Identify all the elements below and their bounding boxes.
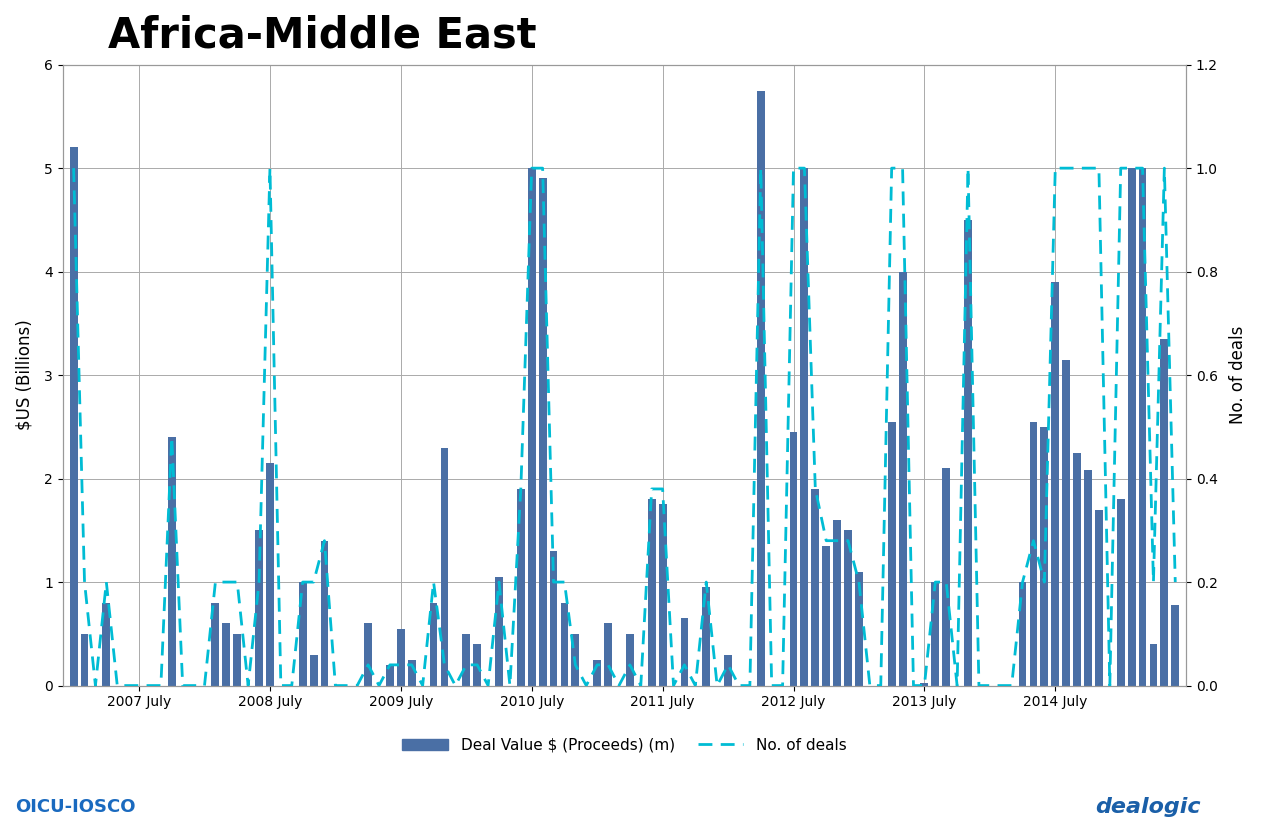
Text: Africa-Middle East: Africa-Middle East xyxy=(107,15,536,57)
Bar xyxy=(69,148,77,686)
Bar xyxy=(222,624,230,686)
Bar xyxy=(833,520,840,686)
Bar xyxy=(1063,360,1070,686)
Bar xyxy=(1161,339,1169,686)
Bar xyxy=(1073,453,1082,686)
Bar xyxy=(495,577,504,686)
Bar xyxy=(1040,427,1049,686)
Bar xyxy=(593,660,601,686)
Bar xyxy=(517,489,525,686)
Bar xyxy=(473,644,481,686)
Bar xyxy=(659,504,666,686)
Bar xyxy=(81,634,88,686)
Bar xyxy=(528,168,535,686)
Bar xyxy=(539,178,546,686)
Bar xyxy=(168,437,175,686)
Bar xyxy=(212,603,220,686)
Bar xyxy=(408,660,415,686)
Bar xyxy=(800,168,809,686)
Bar xyxy=(856,572,863,686)
Bar xyxy=(1117,499,1124,686)
Bar xyxy=(899,271,906,686)
Bar xyxy=(440,447,448,686)
Bar xyxy=(1150,644,1157,686)
Bar xyxy=(844,530,852,686)
Bar xyxy=(365,624,372,686)
Bar xyxy=(931,582,939,686)
Bar xyxy=(550,551,558,686)
Text: dealogic: dealogic xyxy=(1095,797,1201,817)
Bar xyxy=(1138,168,1146,686)
Bar xyxy=(964,220,972,686)
Bar xyxy=(920,683,929,686)
Y-axis label: $US (Billions): $US (Billions) xyxy=(15,320,33,431)
Bar xyxy=(790,432,798,686)
Bar xyxy=(823,546,830,686)
Bar xyxy=(757,91,765,686)
Bar xyxy=(703,587,711,686)
Bar xyxy=(1171,605,1179,686)
Bar xyxy=(386,665,394,686)
Bar xyxy=(1030,422,1037,686)
Y-axis label: No. of deals: No. of deals xyxy=(1229,326,1247,424)
Bar xyxy=(1051,282,1059,686)
Bar xyxy=(398,629,405,686)
Bar xyxy=(560,603,568,686)
Bar xyxy=(1095,510,1103,686)
Bar xyxy=(462,634,471,686)
Bar xyxy=(680,618,688,686)
Bar xyxy=(266,463,274,686)
Bar xyxy=(626,634,634,686)
Text: OICU-IOSCO: OICU-IOSCO xyxy=(15,798,136,816)
Bar xyxy=(429,603,438,686)
Bar xyxy=(572,634,579,686)
Bar xyxy=(321,540,328,686)
Bar xyxy=(1018,582,1026,686)
Bar xyxy=(299,582,307,686)
Bar xyxy=(604,624,612,686)
Bar xyxy=(1084,470,1092,686)
Bar xyxy=(647,499,656,686)
Bar xyxy=(943,469,950,686)
Legend: Deal Value $ (Proceeds) (m), No. of deals: Deal Value $ (Proceeds) (m), No. of deal… xyxy=(396,732,853,759)
Bar xyxy=(724,654,732,686)
Bar xyxy=(233,634,241,686)
Bar xyxy=(811,489,819,686)
Bar xyxy=(309,654,318,686)
Bar xyxy=(102,603,110,686)
Bar xyxy=(255,530,262,686)
Bar xyxy=(1128,168,1136,686)
Bar xyxy=(887,422,896,686)
